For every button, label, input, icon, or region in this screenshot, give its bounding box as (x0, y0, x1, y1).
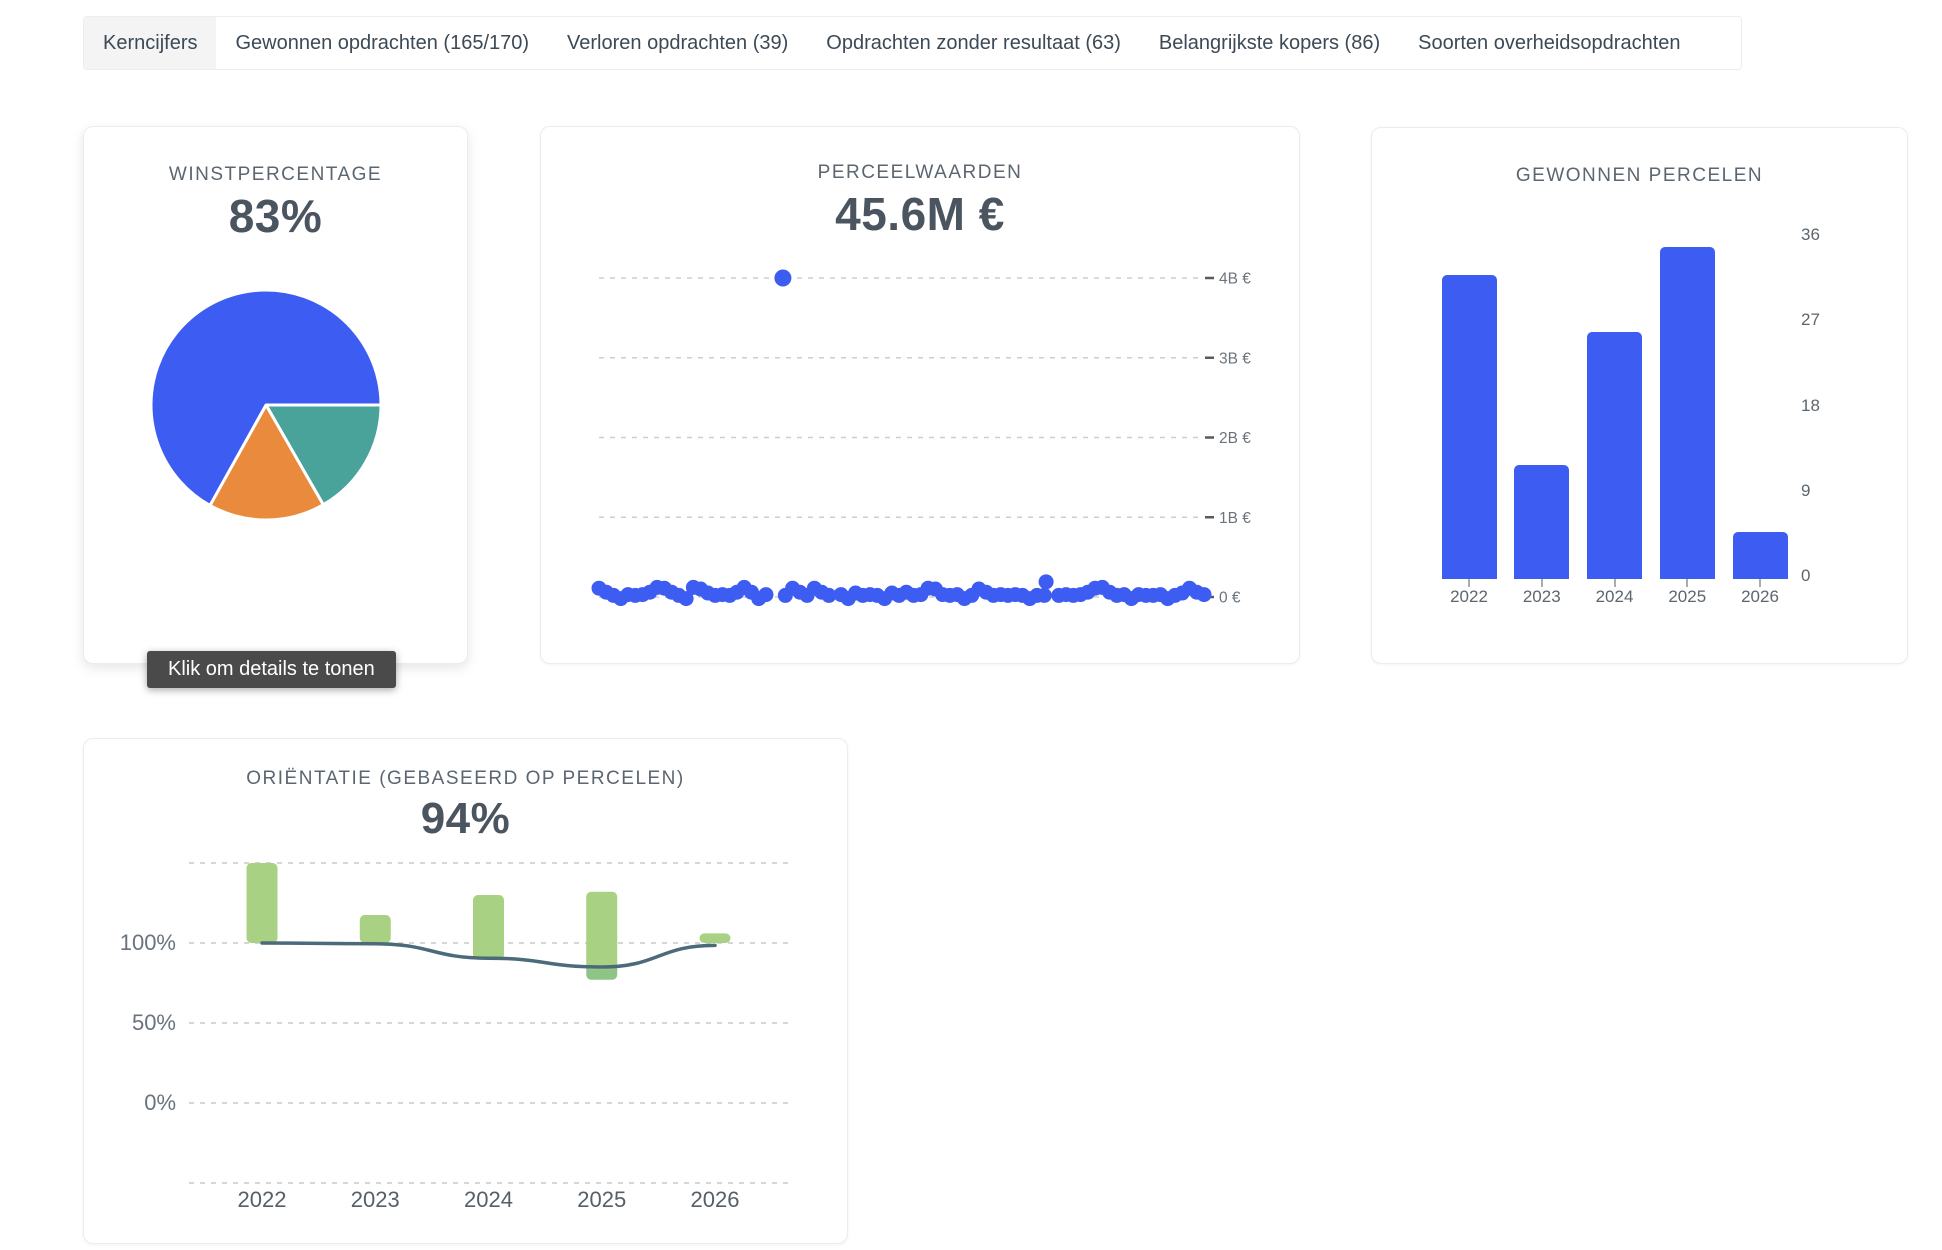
x-axis-label: 2023 (1522, 587, 1561, 606)
tooltip: Klik om details te tonen (147, 651, 396, 688)
combo-chart[interactable]: 100% 50% 0% 2022 2023 2024 2025 2026 (84, 739, 847, 1243)
tab-kerncijfers[interactable]: Kerncijfers (84, 17, 217, 69)
bar-2023[interactable] (1514, 465, 1570, 579)
x-axis-tick (1686, 579, 1689, 587)
x-axis-label: 2026 (691, 1187, 740, 1212)
y-axis-label: 1B € (1219, 510, 1251, 527)
scatter-point[interactable] (821, 587, 837, 603)
x-axis-label: 2023 (351, 1187, 400, 1212)
axis-tick (1205, 436, 1214, 439)
x-axis-tick (1468, 579, 1470, 587)
axis-tick (1205, 516, 1214, 519)
x-axis-label: 2022 (238, 1187, 287, 1212)
y-axis-label: 2B € (1219, 430, 1251, 447)
range-bar-2022[interactable] (246, 863, 278, 943)
bar-2026[interactable] (1732, 531, 1788, 579)
card-orientatie[interactable]: ORIËNTATIE (GEBASEERD OP PERCELEN) 94% 1… (83, 738, 848, 1244)
axis-tick (1205, 276, 1214, 280)
tab-gewonnen-opdrachten-165-170[interactable]: Gewonnen opdrachten (165/170) (235, 31, 530, 54)
x-axis-label: 2026 (1741, 587, 1779, 606)
x-axis-label: 2025 (577, 1187, 626, 1212)
scatter-point[interactable] (758, 587, 774, 603)
x-axis-label: 2024 (464, 1187, 513, 1212)
tab-soorten-overheidsopdrachten[interactable]: Soorten overheidsopdrachten (1418, 31, 1681, 54)
x-axis-label: 2022 (1450, 587, 1488, 606)
trend-line (260, 941, 717, 969)
y-axis-label: 18 (1801, 395, 1820, 415)
bar-2024[interactable] (1587, 332, 1642, 579)
pie-slice-orange[interactable] (208, 403, 325, 522)
y-axis-label: 4B € (1219, 271, 1251, 288)
tab-opdrachten-zonder-resultaat-63[interactable]: Opdrachten zonder resultaat (63) (826, 31, 1121, 54)
y-axis-label: 0% (144, 1090, 176, 1115)
tab-verloren-opdrachten-39[interactable]: Verloren opdrachten (39) (567, 31, 789, 54)
orientatie-title: ORIËNTATIE (GEBASEERD OP PERCELEN) (246, 768, 685, 789)
scatter-point[interactable] (1036, 587, 1052, 603)
y-axis-label: 27 (1801, 310, 1820, 330)
y-axis-label: 36 (1801, 225, 1820, 245)
x-axis-label: 2025 (1668, 587, 1707, 606)
card-perceelwaarden[interactable]: PERCEELWAARDEN 45.6M € 0 € 1B € 2B € 3B € 4B… (540, 126, 1300, 664)
card-gewonnen-percelen[interactable]: GEWONNEN PERCELEN 0 9 18 27 36 2022 2023 2024 20… (1371, 127, 1908, 664)
y-axis-label: 3B € (1219, 350, 1251, 367)
gewonnen-title: GEWONNEN PERCELEN (1515, 165, 1764, 186)
bar-2022[interactable] (1441, 275, 1497, 579)
y-axis-label: 100% (120, 930, 176, 955)
x-axis-tick (1613, 579, 1616, 587)
scatter-point-outlier[interactable] (774, 269, 792, 287)
winst-value: 83% (228, 190, 323, 242)
range-bar-2025[interactable] (586, 891, 618, 970)
range-bar-2024[interactable] (473, 895, 504, 960)
axis-tick (1205, 356, 1214, 359)
x-axis-label: 2024 (1595, 587, 1634, 606)
perceel-title: PERCEELWAARDEN (817, 162, 1023, 183)
pie-slice-teal[interactable] (264, 403, 383, 507)
y-axis-label: 0 € (1219, 590, 1241, 607)
y-axis-label: 9 (1801, 480, 1811, 500)
scatter-point[interactable] (1038, 574, 1054, 590)
scatter-chart[interactable]: 0 € 1B € 2B € 3B € 4B € (541, 127, 1299, 663)
y-axis-label: 0 (1801, 566, 1811, 585)
card-winstpercentage[interactable]: WINSTPERCENTAGE 83% (83, 126, 468, 664)
scatter-point[interactable] (678, 591, 694, 607)
x-axis-tick (1540, 579, 1543, 587)
bar-chart[interactable]: 0 9 18 27 36 2022 2023 2024 2025 2026 (1372, 128, 1907, 663)
orientatie-value: 94% (420, 794, 511, 843)
y-axis-label: 50% (132, 1010, 176, 1035)
winst-title: WINSTPERCENTAGE (168, 164, 383, 185)
tab-bar: Kerncijfers Gewonnen opdrachten (165/170)… (83, 16, 1742, 70)
pie-chart[interactable] (84, 127, 467, 663)
range-bar-2023[interactable] (359, 915, 391, 943)
range-bar-2026[interactable] (699, 933, 731, 943)
bar-2025[interactable] (1659, 246, 1715, 579)
scatter-point[interactable] (1196, 587, 1212, 603)
tab-belangrijkste-kopers-86[interactable]: Belangrijkste kopers (86) (1158, 31, 1381, 54)
perceel-value: 45.6M € (835, 188, 1005, 240)
pie-slice-blue[interactable] (149, 288, 383, 507)
x-axis-tick (1759, 579, 1761, 587)
